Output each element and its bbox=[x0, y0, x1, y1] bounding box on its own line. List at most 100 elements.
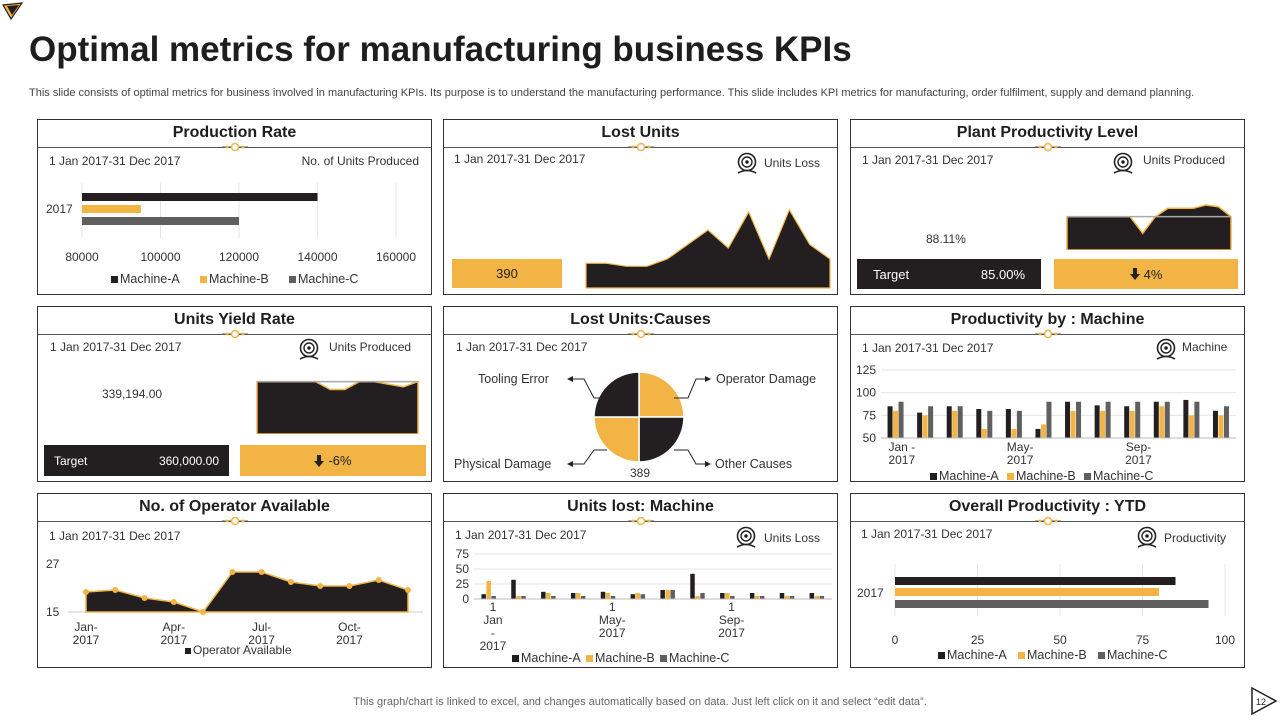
panel-title: Production Rate bbox=[172, 124, 297, 141]
date-range: 1 Jan 2017-31 Dec 2017 bbox=[862, 341, 994, 355]
arrow-down-icon bbox=[314, 454, 325, 467]
bar-machine-b bbox=[981, 428, 987, 438]
data-point bbox=[170, 599, 177, 605]
date-range: 1 Jan 2017-31 Dec 2017 bbox=[862, 153, 994, 167]
bar-machine-c bbox=[610, 596, 616, 599]
x-tick-label: 1 bbox=[728, 600, 735, 614]
bar-machine-a bbox=[1065, 401, 1071, 438]
bar-machine-c bbox=[640, 594, 646, 599]
panel-plant-productivity[interactable]: Plant Productivity Level 1 Jan 2017-31 D… bbox=[850, 119, 1245, 295]
panel-title: Productivity by : Machine bbox=[950, 311, 1145, 328]
grid bbox=[81, 183, 397, 238]
bar-machine-b bbox=[1218, 415, 1224, 438]
y-tick-label: 75 bbox=[456, 547, 470, 561]
bar-machine-b bbox=[952, 410, 958, 438]
x-tick-label: 1 bbox=[490, 600, 497, 614]
pie-slice-operator-damage bbox=[638, 416, 685, 463]
y-tick-label: 0 bbox=[462, 592, 469, 606]
bar-machine-c bbox=[551, 596, 556, 599]
x-tick-label: 120000 bbox=[219, 250, 259, 264]
bar-machine-b bbox=[1040, 424, 1046, 438]
data-point bbox=[141, 595, 148, 601]
operators-chart[interactable]: 1527Jan-2017Apr-2017Jul-2017Oct-2017Oper… bbox=[38, 549, 431, 667]
lost-causes-chart[interactable]: Tooling Error Operator Damage Physical D… bbox=[444, 362, 837, 482]
panel-production-rate[interactable]: Production Rate 1 Jan 2017-31 Dec 2017 N… bbox=[37, 119, 432, 295]
x-tick-label: 80000 bbox=[65, 250, 99, 264]
bar-machine-b bbox=[1129, 410, 1135, 438]
x-tick-label: May- bbox=[599, 613, 626, 627]
cause-label-operator: Operator Damage bbox=[716, 372, 816, 386]
change-value: -6% bbox=[328, 453, 352, 468]
bar-machine-c bbox=[987, 410, 993, 438]
panel-units-lost-machine[interactable]: Units lost: Machine 1 Jan 2017-31 Dec 20… bbox=[443, 493, 838, 668]
bar-machine-b bbox=[665, 590, 670, 599]
bar-machine-c bbox=[789, 596, 795, 599]
bar-machine-b bbox=[814, 596, 820, 599]
data-point bbox=[405, 587, 411, 593]
panel-units-yield[interactable]: Units Yield Rate 1 Jan 2017-31 Dec 2017 … bbox=[37, 306, 432, 482]
bar-machine-c bbox=[1194, 401, 1200, 438]
panel-title: Lost Units bbox=[601, 124, 680, 141]
bar-machine-b bbox=[1070, 410, 1076, 438]
target-icon bbox=[1137, 526, 1157, 548]
bar-machine-c bbox=[1105, 401, 1111, 438]
units-lost-machine-chart[interactable]: 02550751Jan-20171May-20171Sep-2017Machin… bbox=[444, 544, 837, 667]
cause-label-tooling: Tooling Error bbox=[478, 372, 549, 386]
legend-label: Machine-A bbox=[521, 651, 581, 665]
production-rate-chart[interactable]: 80000 100000 120000 140000 160000 Machine-A M… bbox=[38, 175, 431, 293]
bar-machine-a bbox=[1153, 401, 1159, 438]
x-tick-label: Jul- bbox=[252, 620, 271, 634]
change-box: 4% bbox=[1054, 259, 1238, 289]
bar-machine-c bbox=[1135, 401, 1141, 438]
bar-machine-a bbox=[1183, 399, 1189, 438]
data-point bbox=[258, 569, 265, 575]
bar-machine-a bbox=[749, 593, 755, 599]
callout-lines bbox=[571, 378, 707, 465]
x-tick-label: 100000 bbox=[140, 250, 180, 264]
y-tick-label: 27 bbox=[46, 557, 60, 571]
bar-machine-c bbox=[957, 406, 963, 438]
arrow-down-icon bbox=[1129, 268, 1140, 280]
y-tick-label: 75 bbox=[863, 408, 877, 422]
target-icon bbox=[736, 526, 756, 548]
legend-label: Machine-C bbox=[1107, 648, 1167, 662]
legend-swatch bbox=[660, 655, 667, 662]
bar-machine-c bbox=[928, 406, 934, 438]
lost-units-chart[interactable] bbox=[584, 195, 834, 290]
panel-lost-units[interactable]: Lost Units 1 Jan 2017-31 Dec 2017 Units … bbox=[443, 119, 838, 295]
date-range: 1 Jan 2017-31 Dec 2017 bbox=[50, 340, 182, 354]
metric-label: Machine bbox=[1182, 340, 1228, 354]
panel-overall-productivity[interactable]: Overall Productivity : YTD 1 Jan 2017-31… bbox=[850, 493, 1245, 668]
bar-machine-a bbox=[946, 406, 952, 438]
overall-productivity-chart[interactable]: 0 25 50 75 100 2017 Machine-A Machine-B Machine-… bbox=[851, 556, 1244, 667]
x-tick-label: 2017 bbox=[336, 633, 363, 647]
bar-machine-b bbox=[605, 593, 611, 599]
x-tick-label: 2017 bbox=[718, 626, 745, 640]
lost-units-area bbox=[585, 208, 831, 289]
knot-icon bbox=[627, 142, 654, 152]
change-value: 4% bbox=[1143, 266, 1163, 282]
cause-label-other: Other Causes bbox=[715, 457, 792, 471]
panel-lost-causes[interactable]: Lost Units:Causes 1 Jan 2017-31 Dec 2017… bbox=[443, 306, 838, 482]
bar-machine-b bbox=[754, 596, 760, 599]
data-point bbox=[346, 583, 353, 589]
data-point bbox=[375, 577, 382, 583]
data-point bbox=[287, 579, 294, 585]
change-box: -6% bbox=[240, 445, 426, 476]
panel-title: Units Yield Rate bbox=[174, 311, 295, 328]
units-yield-chart[interactable] bbox=[255, 379, 420, 434]
x-tick-label: Jan - bbox=[888, 440, 915, 454]
bar-machine-a bbox=[481, 594, 486, 599]
panel-title: Plant Productivity Level bbox=[956, 124, 1139, 141]
panel-productivity-machine[interactable]: Productivity by : Machine 1 Jan 2017-31 … bbox=[850, 306, 1245, 482]
bar-machine-a bbox=[895, 577, 1176, 585]
x-tick-label: Sep- bbox=[719, 613, 744, 627]
bar-machine-a bbox=[887, 406, 893, 438]
x-tick-label: 2017 bbox=[248, 633, 275, 647]
page-number-badge: 12 bbox=[1251, 686, 1278, 716]
plant-productivity-chart[interactable] bbox=[1065, 195, 1235, 250]
target-icon bbox=[737, 152, 757, 174]
panel-operators[interactable]: No. of Operator Available 1 Jan 2017-31 … bbox=[37, 493, 432, 668]
legend-label: Machine-A bbox=[939, 469, 999, 482]
